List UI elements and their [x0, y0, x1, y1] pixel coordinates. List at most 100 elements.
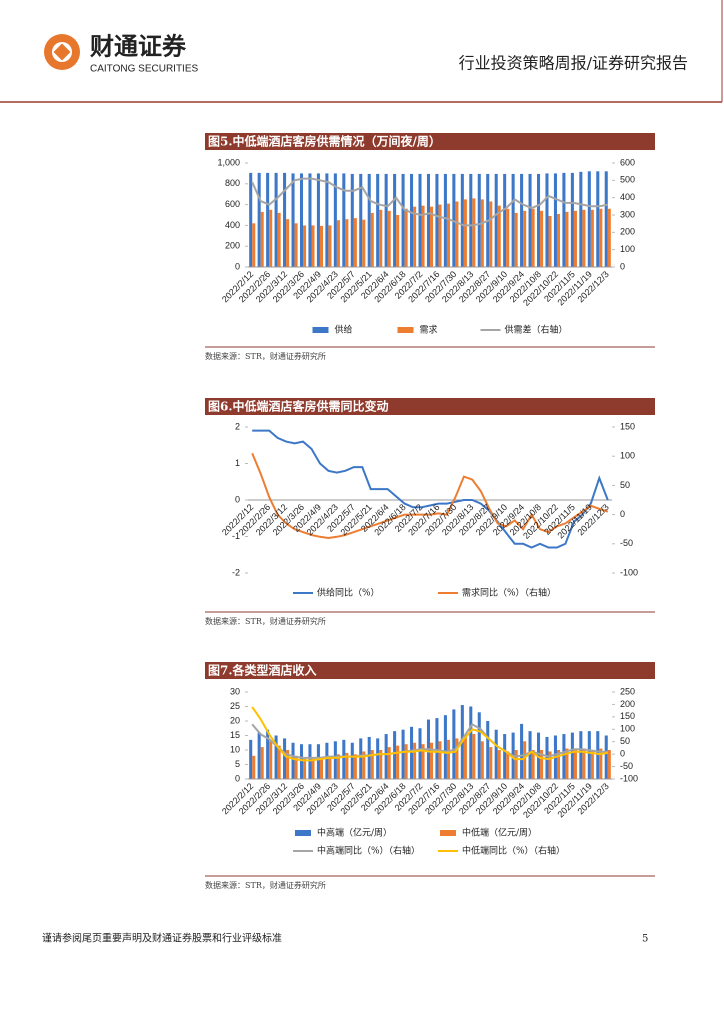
bar — [570, 172, 574, 267]
bar — [260, 211, 264, 267]
bar — [277, 745, 281, 779]
bar — [266, 172, 270, 267]
y-tick-label: 25 — [230, 701, 240, 711]
y-tick-label: 30 — [230, 686, 240, 696]
bar — [426, 173, 430, 267]
bar — [514, 750, 518, 779]
bar — [303, 225, 307, 267]
bar — [345, 219, 349, 267]
legend-label: 中低端（亿元/周） — [462, 827, 537, 839]
bar — [443, 173, 447, 267]
line-series — [251, 722, 608, 759]
chart-title: 图7.各类型酒店收入 — [208, 663, 317, 678]
bar — [328, 225, 332, 267]
y2-tick-label: 0 — [620, 509, 625, 519]
y2-tick-label: -100 — [620, 773, 638, 783]
y2-tick-label: 600 — [620, 157, 635, 167]
bar — [469, 173, 473, 267]
y-tick-label: 400 — [225, 220, 240, 230]
bar — [460, 173, 464, 267]
bar — [333, 741, 337, 779]
bar — [291, 742, 295, 779]
bar — [587, 731, 591, 779]
bar — [463, 199, 467, 267]
y2-tick-label: 250 — [620, 686, 635, 696]
logo-en: CAITONG SECURITIES — [90, 64, 198, 75]
bar — [503, 173, 507, 267]
line-series — [251, 177, 608, 227]
bar — [342, 739, 346, 779]
bar — [410, 173, 414, 267]
bar — [269, 209, 273, 267]
bar — [528, 173, 532, 267]
bar — [283, 738, 287, 779]
y-tick-label: 200 — [225, 241, 240, 251]
y2-tick-label: 200 — [620, 227, 635, 237]
bar — [316, 744, 320, 779]
bar — [299, 744, 304, 779]
bar — [345, 752, 349, 779]
bar — [497, 750, 501, 779]
bar — [370, 750, 374, 779]
legend-label: 供给同比（%） — [317, 587, 380, 599]
bar — [579, 731, 583, 779]
bar — [438, 204, 442, 267]
legend-label: 中高端（亿元/周） — [317, 827, 392, 839]
y-tick-label: 10 — [230, 744, 240, 754]
bar — [350, 742, 354, 779]
y-tick-label: -1 — [232, 531, 240, 541]
bar — [435, 173, 439, 267]
y2-tick-label: 100 — [620, 451, 635, 461]
bar — [497, 205, 501, 267]
bar — [308, 173, 312, 267]
y2-tick-label: 400 — [620, 192, 635, 202]
bar — [367, 173, 371, 267]
bar — [531, 750, 535, 779]
bar — [376, 173, 380, 267]
bar — [540, 750, 544, 779]
y2-tick-label: 0 — [620, 749, 625, 759]
bar — [359, 173, 363, 267]
bar — [494, 729, 498, 779]
bar — [477, 173, 481, 267]
bar — [438, 741, 442, 779]
y2-tick-label: 100 — [620, 244, 635, 254]
bar — [545, 173, 549, 267]
y2-tick-label: 200 — [620, 699, 635, 709]
legend-label: 供给 — [335, 324, 353, 336]
title-bar — [205, 662, 655, 679]
bar — [523, 210, 527, 267]
legend-label: 中低端同比（%）（右轴） — [462, 845, 565, 857]
bar — [565, 211, 569, 267]
bar — [553, 173, 557, 267]
legend-label: 需求 — [420, 324, 438, 336]
bar — [252, 223, 256, 267]
bar — [506, 208, 510, 267]
bar — [430, 742, 434, 779]
bar — [446, 739, 450, 779]
legend-swatch — [440, 830, 456, 836]
bar — [443, 715, 447, 779]
y-tick-label: 0 — [235, 261, 240, 271]
bar — [387, 747, 391, 779]
bar — [540, 210, 544, 267]
bar — [353, 218, 357, 267]
legend-swatch — [312, 327, 329, 333]
legend-label: 需求同比（%）（右轴） — [462, 587, 556, 599]
bar — [333, 173, 337, 267]
bar — [435, 718, 439, 779]
bar — [520, 723, 524, 779]
bar — [418, 173, 422, 267]
chart-title: 图6.中低端酒店客房供需同比变动 — [208, 399, 389, 414]
bar — [303, 758, 307, 779]
bar — [308, 744, 312, 779]
bar — [506, 751, 510, 779]
bar — [582, 748, 586, 779]
bar — [249, 739, 253, 779]
bar — [283, 172, 287, 267]
bar — [590, 209, 594, 267]
bar — [413, 742, 417, 779]
y2-tick-label: 150 — [620, 421, 635, 431]
